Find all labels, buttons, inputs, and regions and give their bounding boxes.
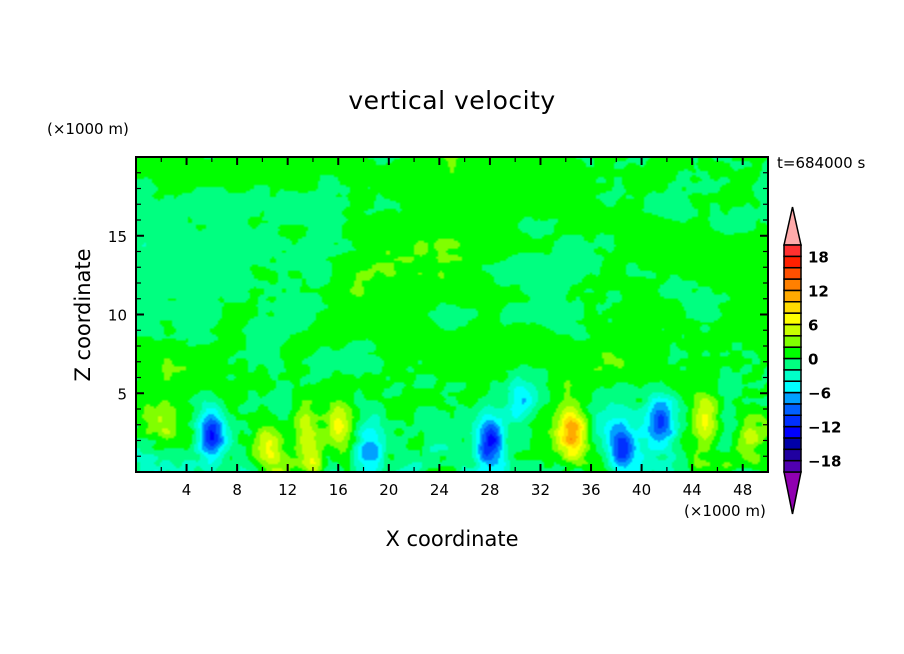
x-tick-label: 32 bbox=[531, 481, 550, 499]
colorbar-box bbox=[783, 335, 802, 348]
x-tick-label: 4 bbox=[182, 481, 192, 499]
y-axis-unit: (×1000 m) bbox=[47, 120, 129, 138]
x-tick-label: 28 bbox=[480, 481, 499, 499]
colorbar-tick-label: −18 bbox=[808, 453, 841, 471]
colorbar-box bbox=[783, 266, 802, 280]
contour-field bbox=[136, 157, 768, 472]
y-tick-label: 15 bbox=[108, 228, 127, 246]
colorbar-box bbox=[783, 425, 802, 439]
colorbar-tick-label: 12 bbox=[808, 282, 829, 300]
colorbar-box bbox=[783, 391, 802, 405]
colorbar-box bbox=[783, 323, 802, 337]
colorbar-over-triangle bbox=[783, 206, 802, 246]
colorbar-box bbox=[783, 437, 802, 451]
x-tick-label: 24 bbox=[430, 481, 449, 499]
colorbar-tick-label: 0 bbox=[808, 351, 818, 369]
x-tick-label: 40 bbox=[632, 481, 651, 499]
colorbar-box bbox=[783, 459, 802, 473]
y-tick-label: 10 bbox=[108, 307, 127, 325]
colorbar-box bbox=[783, 380, 802, 394]
x-axis-unit: (×1000 m) bbox=[684, 502, 766, 520]
colorbar-box bbox=[783, 312, 802, 326]
colorbar-tick-label: −6 bbox=[808, 385, 831, 403]
colorbar-tick-label: 18 bbox=[808, 248, 829, 266]
x-tick-label: 48 bbox=[733, 481, 752, 499]
colorbar-box bbox=[783, 403, 802, 416]
x-tick-label: 36 bbox=[581, 481, 600, 499]
colorbar-box bbox=[783, 301, 802, 314]
x-tick-label: 8 bbox=[232, 481, 242, 499]
colorbar-box bbox=[783, 244, 802, 258]
y-tick-label: 5 bbox=[117, 385, 127, 403]
colorbar-box bbox=[783, 278, 802, 292]
colorbar-box bbox=[783, 369, 802, 382]
colorbar-box bbox=[783, 448, 802, 462]
x-tick-label: 20 bbox=[379, 481, 398, 499]
x-tick-label: 44 bbox=[683, 481, 702, 499]
colorbar-box bbox=[783, 289, 802, 303]
colorbar-tick-label: −12 bbox=[808, 419, 841, 437]
colorbar-tick-label: 6 bbox=[808, 316, 818, 334]
time-annotation: t=684000 s bbox=[777, 154, 866, 172]
x-tick-label: 12 bbox=[278, 481, 297, 499]
colorbar: −18 −12 −6 0 6 12 18 bbox=[783, 206, 841, 515]
x-axis-label: X coordinate bbox=[385, 527, 519, 551]
colorbar-box bbox=[783, 346, 802, 360]
x-tick-label: 16 bbox=[329, 481, 348, 499]
colorbar-box bbox=[783, 414, 802, 428]
colorbar-box bbox=[783, 357, 802, 371]
chart-title: vertical velocity bbox=[348, 86, 556, 115]
colorbar-box bbox=[783, 255, 802, 269]
colorbar-under-triangle bbox=[783, 471, 802, 515]
plot-frame bbox=[135, 156, 769, 473]
